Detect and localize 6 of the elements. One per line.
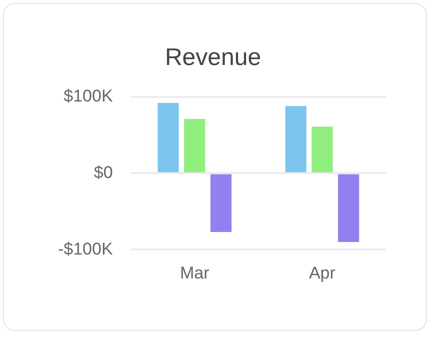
y-tick-label: -$100K xyxy=(58,239,114,258)
x-tick-label: Apr xyxy=(308,263,336,282)
x-tick-label: Mar xyxy=(180,263,210,282)
y-tick-label: $0 xyxy=(94,162,113,182)
chart-title: Revenue xyxy=(164,44,262,72)
y-tick-label: $100K xyxy=(64,86,114,106)
